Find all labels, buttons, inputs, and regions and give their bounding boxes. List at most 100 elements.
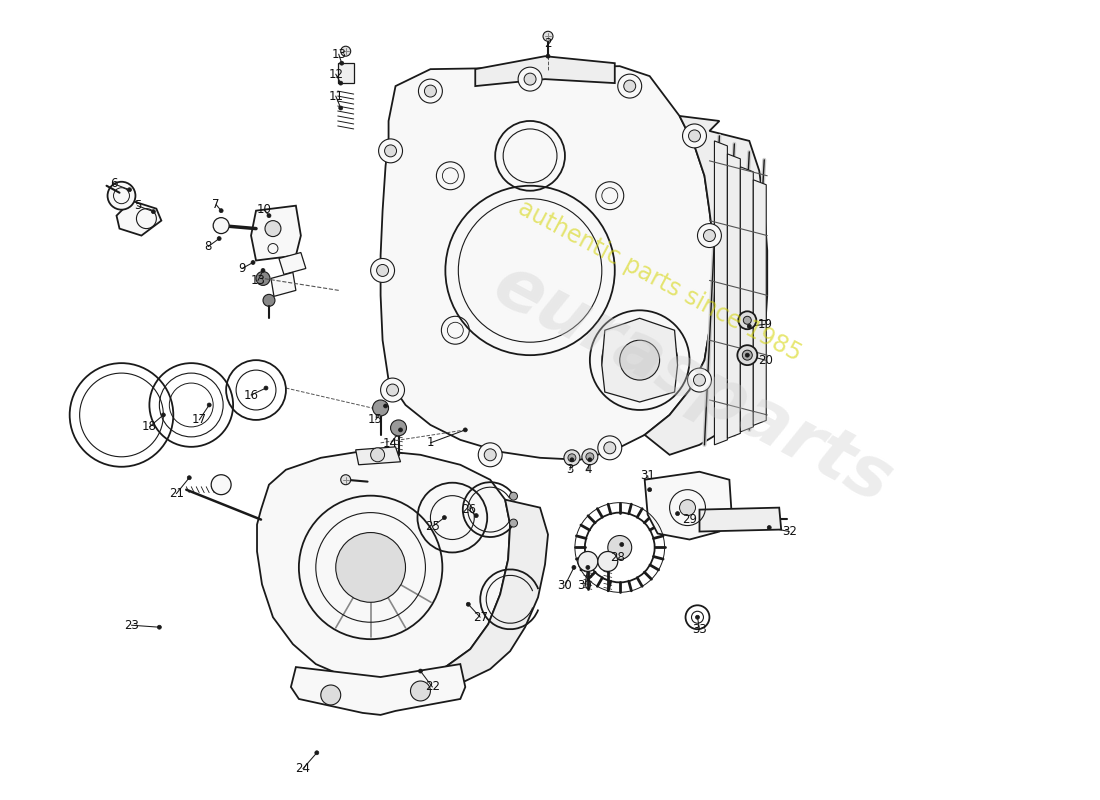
Circle shape [213,218,229,234]
Circle shape [474,514,478,518]
Text: 8: 8 [205,240,212,253]
Circle shape [463,428,467,432]
Circle shape [518,67,542,91]
Circle shape [744,316,751,324]
Circle shape [385,145,396,157]
Text: 24: 24 [296,762,310,775]
Circle shape [418,79,442,103]
Text: 22: 22 [425,681,440,694]
Circle shape [261,269,265,273]
Circle shape [767,526,771,530]
Circle shape [251,261,255,265]
Circle shape [688,368,712,392]
Circle shape [321,685,341,705]
Text: 28: 28 [610,551,625,564]
Circle shape [341,474,351,485]
Circle shape [578,551,597,571]
Circle shape [207,403,211,407]
Polygon shape [355,447,400,465]
Text: 13: 13 [331,48,346,61]
Circle shape [418,669,422,673]
Circle shape [570,458,574,462]
Circle shape [187,476,191,480]
Circle shape [604,442,616,454]
Circle shape [582,449,597,465]
Polygon shape [714,141,727,445]
Text: 26: 26 [461,503,476,516]
Circle shape [738,311,757,330]
Circle shape [217,237,221,241]
Circle shape [586,453,594,461]
Polygon shape [257,450,510,681]
Circle shape [742,350,752,360]
Circle shape [371,258,395,282]
Polygon shape [740,167,754,432]
Polygon shape [279,253,306,274]
Circle shape [442,515,447,519]
Text: 13: 13 [251,274,265,287]
Circle shape [390,420,407,436]
Circle shape [619,542,624,546]
Circle shape [264,386,268,390]
Circle shape [624,80,636,92]
Circle shape [466,602,471,606]
Text: 3: 3 [566,463,573,476]
Text: 27: 27 [473,610,487,624]
Circle shape [336,533,406,602]
Circle shape [586,566,590,570]
Circle shape [162,413,165,417]
Circle shape [339,106,343,110]
Circle shape [211,474,231,494]
Circle shape [376,265,388,277]
Text: 7: 7 [212,198,220,211]
Polygon shape [446,500,548,687]
Text: 33: 33 [692,622,707,636]
Polygon shape [475,56,615,86]
Text: 32: 32 [782,525,796,538]
Text: 31: 31 [640,470,656,482]
Circle shape [693,374,705,386]
Circle shape [697,224,722,247]
Circle shape [478,443,503,466]
Circle shape [256,271,270,286]
Circle shape [341,46,351,56]
Circle shape [587,458,592,462]
Text: 19: 19 [758,318,773,330]
Circle shape [378,139,403,163]
Text: 16: 16 [243,389,258,402]
Text: authentic parts since 1985: authentic parts since 1985 [514,195,805,366]
Circle shape [546,54,550,58]
Circle shape [648,488,651,492]
Text: 17: 17 [191,414,207,426]
Polygon shape [251,206,301,261]
Circle shape [568,454,576,462]
Circle shape [339,81,343,85]
Text: 15: 15 [368,414,383,426]
Polygon shape [602,318,678,402]
Circle shape [675,512,680,515]
Circle shape [608,535,631,559]
Circle shape [524,73,536,85]
Text: 5: 5 [134,199,141,212]
Circle shape [597,551,618,571]
Circle shape [219,209,223,213]
Circle shape [509,519,517,527]
Polygon shape [727,154,740,438]
Text: 11: 11 [328,90,343,102]
Circle shape [764,514,774,523]
Text: 12: 12 [328,68,343,81]
Circle shape [746,353,749,357]
Text: 29: 29 [682,513,697,526]
Circle shape [564,450,580,466]
Circle shape [267,214,271,218]
Circle shape [695,615,700,619]
Circle shape [263,294,275,306]
Text: 1: 1 [427,436,434,450]
Circle shape [682,124,706,148]
Circle shape [398,428,403,432]
Text: 14: 14 [383,438,398,450]
Polygon shape [271,273,296,296]
Circle shape [572,566,576,570]
Polygon shape [645,472,732,539]
Polygon shape [381,66,714,460]
